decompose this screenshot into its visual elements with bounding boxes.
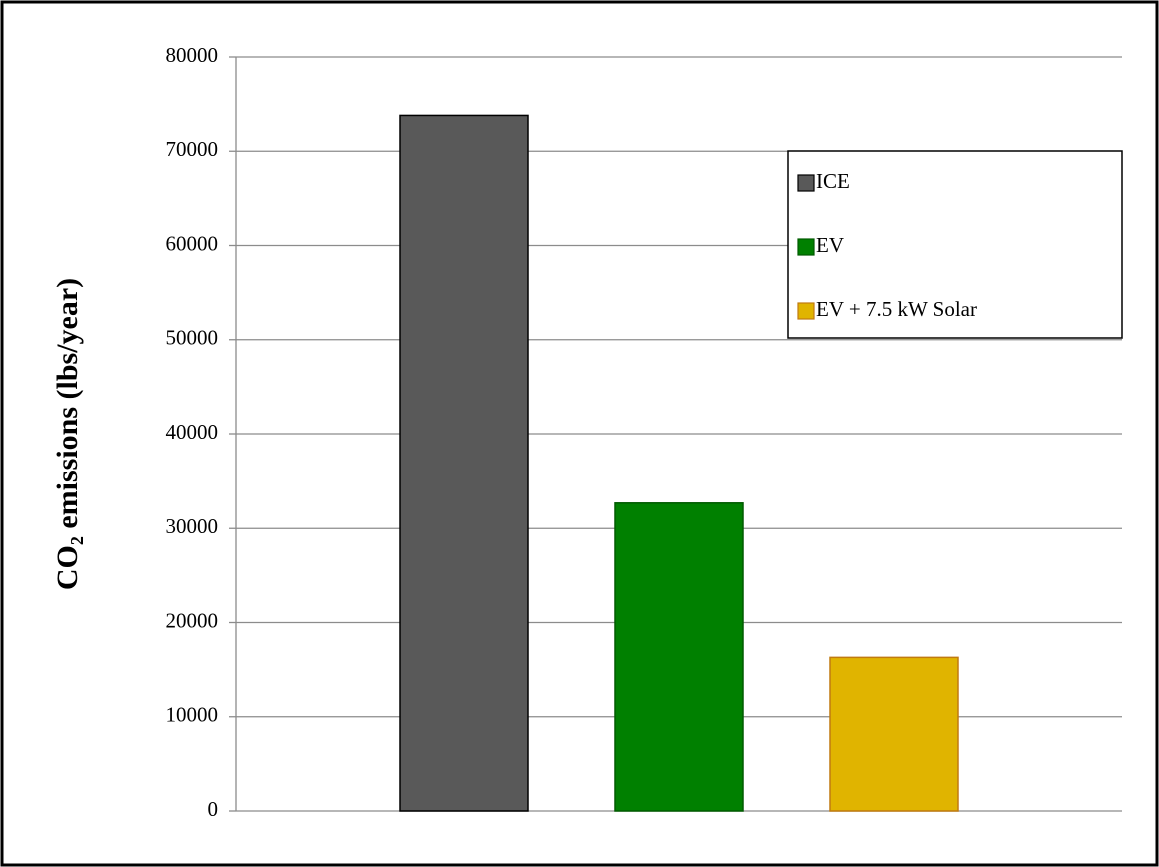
legend-swatch (797, 302, 815, 320)
legend-box (787, 150, 1123, 339)
y-tick-label: 80000 (166, 43, 219, 67)
y-tick-label: 0 (208, 797, 219, 821)
y-tick-label: 30000 (166, 514, 219, 538)
bar (829, 656, 959, 812)
legend-label: EV (816, 233, 844, 257)
y-tick-label: 10000 (166, 703, 219, 727)
y-tick-label: 50000 (166, 326, 219, 350)
legend-swatch (797, 174, 815, 192)
bar (614, 502, 744, 812)
y-tick-label: 60000 (166, 231, 219, 255)
legend-label: EV + 7.5 kW Solar (816, 297, 977, 321)
y-axis-label: CO₂ emissions (lbs/year) (51, 278, 84, 590)
bar (399, 114, 529, 812)
y-tick-label: 40000 (166, 420, 219, 444)
y-tick-label: 20000 (166, 608, 219, 632)
legend-label: ICE (816, 169, 850, 193)
y-tick-label: 70000 (166, 137, 219, 161)
legend-swatch (797, 238, 815, 256)
